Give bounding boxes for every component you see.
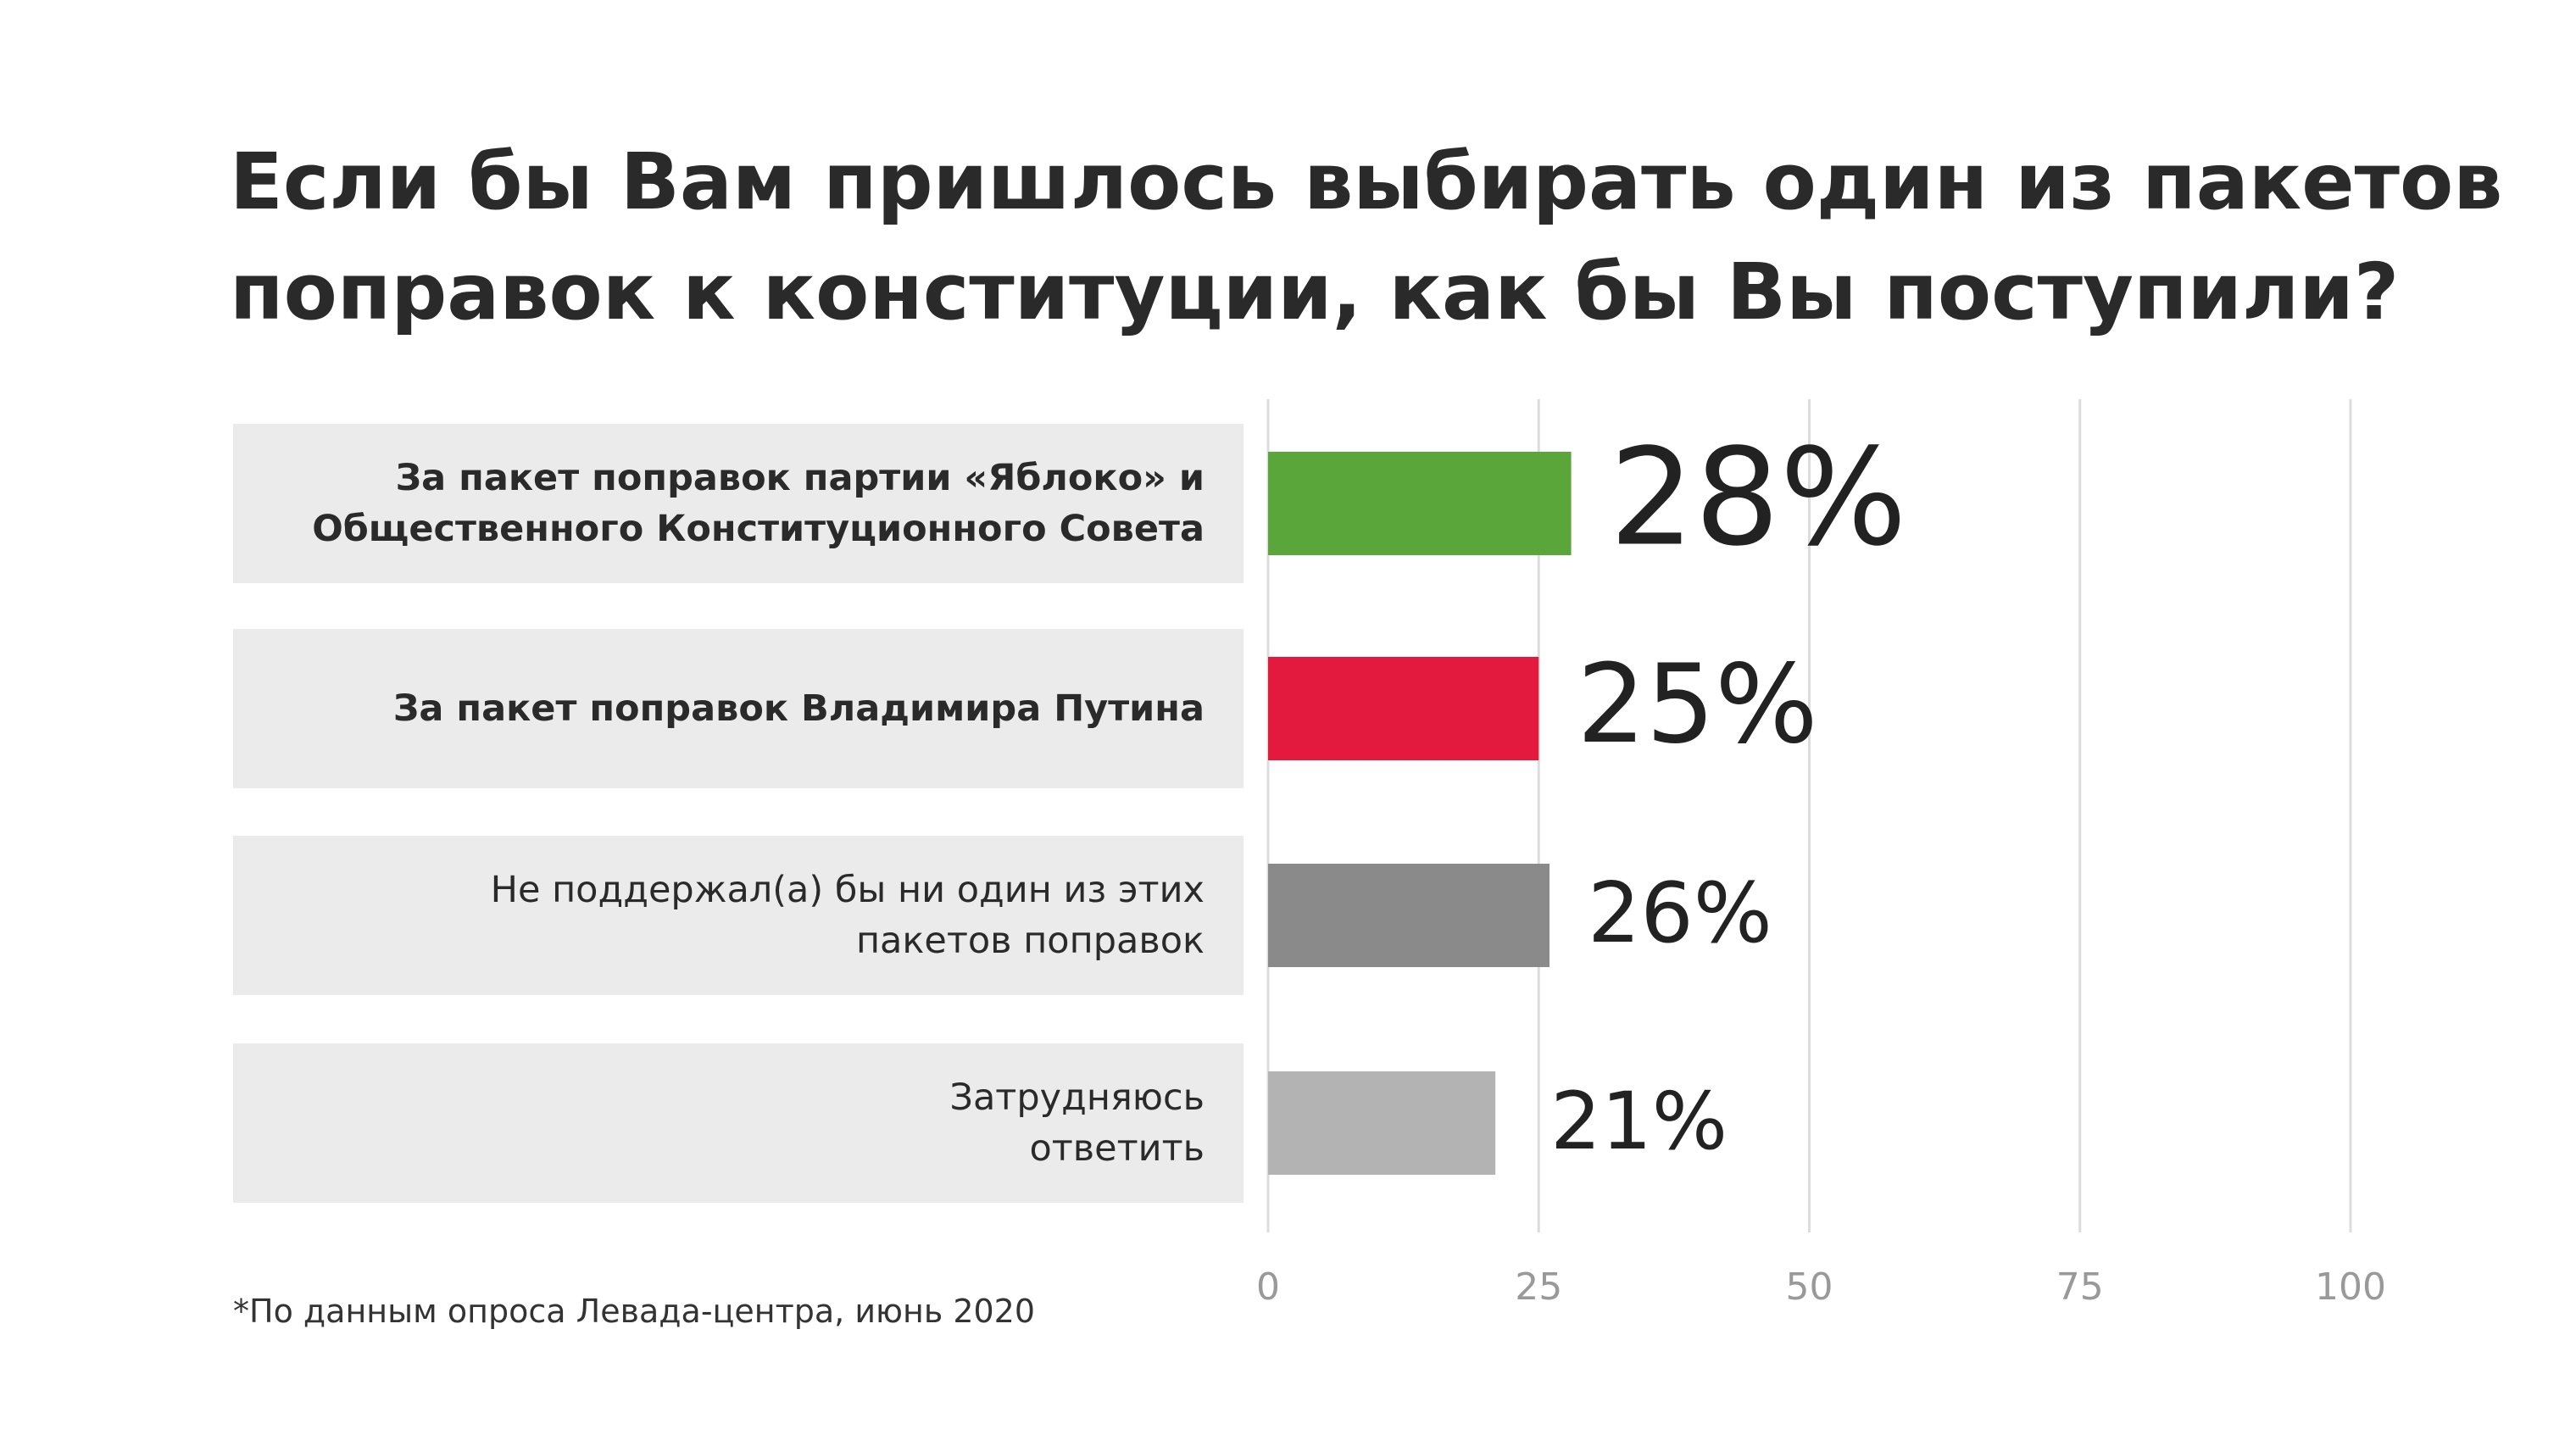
bar <box>1268 657 1539 760</box>
category-label: За пакет поправок партии «Яблоко» и Обще… <box>312 457 1205 550</box>
footnote: *По данным опроса Левада-центра, июнь 20… <box>233 1293 1036 1330</box>
chart-title: Если бы Вам пришлось выбирать один из па… <box>230 136 2503 337</box>
category-label: За пакет поправок Владимира Путина <box>392 687 1205 730</box>
value-label: 25% <box>1577 642 1818 768</box>
bar <box>1268 864 1550 967</box>
category-label: Не поддержал(а) бы ни один из этих пакет… <box>490 869 1205 962</box>
bar <box>1268 1071 1496 1175</box>
category-box: Не поддержал(а) бы ни один из этих пакет… <box>233 836 1243 995</box>
bar <box>1268 452 1572 555</box>
x-tick-label: 75 <box>2056 1265 2104 1309</box>
x-tick-label: 0 <box>1256 1265 1280 1309</box>
x-tick-label: 50 <box>1786 1265 1833 1309</box>
value-label: 21% <box>1550 1076 1728 1168</box>
value-label: 28% <box>1610 420 1907 576</box>
category-label: Затрудняюсь ответить <box>949 1076 1205 1170</box>
category-box: Затрудняюсь ответить <box>233 1043 1243 1203</box>
value-label: 26% <box>1588 865 1772 962</box>
x-tick-label: 25 <box>1515 1265 1562 1309</box>
category-box: За пакет поправок Владимира Путина <box>233 629 1243 788</box>
x-tick-label: 100 <box>2315 1265 2386 1309</box>
category-box: За пакет поправок партии «Яблоко» и Обще… <box>233 424 1243 583</box>
